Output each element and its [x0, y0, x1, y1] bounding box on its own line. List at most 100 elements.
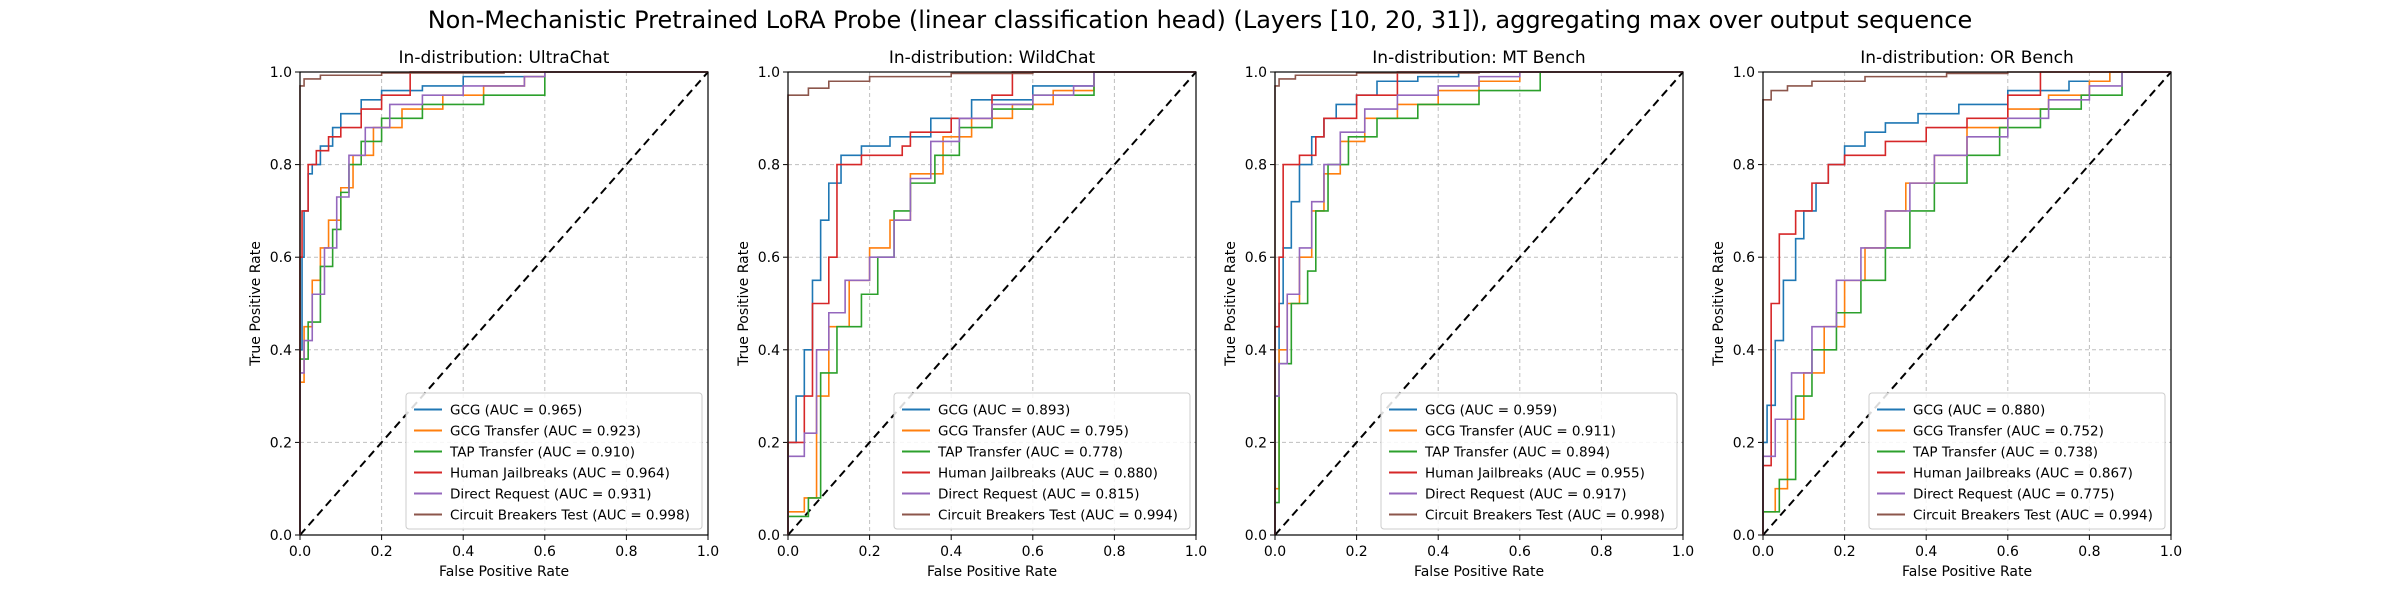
legend-entry: Direct Request (AUC = 0.815) [938, 487, 1139, 503]
y-tick-label: 0.2 [1733, 435, 1755, 451]
legend-entry: Circuit Breakers Test (AUC = 0.998) [450, 508, 690, 524]
legend-entry: GCG Transfer (AUC = 0.923) [450, 424, 641, 440]
x-tick-label: 1.0 [1185, 544, 1207, 560]
legend-entry: Direct Request (AUC = 0.917) [1425, 487, 1626, 503]
roc-panel-1: 0.00.0 0.2 0.2 0.4 0.4 0.6 0.6 0.8 0.8 1.0 1.0 In-d… [248, 48, 719, 580]
chance-diagonal [787, 71, 1197, 536]
legend-entry: Direct Request (AUC = 0.775) [1913, 487, 2114, 503]
roc-panel-3: 0.00.0 0.2 0.2 0.4 0.4 0.6 0.6 0.8 0.8 1.0 1.0 In-d… [1223, 48, 1694, 580]
x-tick-label: 0.8 [1590, 544, 1612, 560]
y-tick-label: 0.8 [1245, 158, 1267, 174]
x-tick-label: 0.4 [1427, 544, 1449, 560]
legend-entry: GCG Transfer (AUC = 0.911) [1425, 424, 1616, 440]
x-axis-label: False Positive Rate [1902, 564, 2032, 580]
x-tick-label: 0.2 [858, 544, 880, 560]
x-tick-label: 1.0 [697, 544, 719, 560]
chance-diagonal [1762, 71, 2172, 536]
y-tick-label: 0.6 [758, 250, 780, 266]
roc-curve-6 [1762, 71, 2171, 535]
panel-title: In-distribution: WildChat [889, 48, 1096, 68]
y-tick-label: 0.2 [1245, 435, 1267, 451]
y-tick-label: 0.0 [1733, 528, 1755, 544]
legend-entry: Circuit Breakers Test (AUC = 0.998) [1425, 508, 1665, 524]
y-tick-label: 0.8 [1733, 158, 1755, 174]
roc-curve-2 [787, 71, 1196, 535]
roc-curve-1 [787, 71, 1196, 535]
legend-entry: GCG (AUC = 0.880) [1913, 403, 2045, 419]
roc-curve-5 [1762, 71, 2171, 535]
figure-title: Non-Mechanistic Pretrained LoRA Probe (l… [427, 6, 1973, 34]
roc-curve-6 [787, 71, 1196, 535]
x-tick-label: 0.0 [1264, 544, 1286, 560]
y-tick-label: 1.0 [1733, 65, 1755, 81]
x-tick-label: 0.8 [2078, 544, 2100, 560]
roc-panel-4: 0.00.0 0.2 0.2 0.4 0.4 0.6 0.6 0.8 0.8 1.0 1.0 In-d… [1711, 48, 2182, 580]
legend-entry: GCG Transfer (AUC = 0.752) [1913, 424, 2104, 440]
x-tick-label: 0.6 [1509, 544, 1531, 560]
legend-box [893, 392, 1191, 530]
chance-diagonal [299, 71, 709, 536]
y-tick-label: 0.6 [1733, 250, 1755, 266]
legend-entry: Human Jailbreaks (AUC = 0.964) [450, 466, 670, 482]
y-axis-label: True Positive Rate [248, 241, 264, 367]
x-tick-label: 0.8 [1103, 544, 1125, 560]
legend: GCG (AUC = 0.893) GCG Transfer (AUC = 0.7… [893, 392, 1191, 530]
roc-curve-6 [1274, 71, 1683, 535]
roc-curve-5 [1274, 71, 1683, 535]
x-tick-label: 0.8 [615, 544, 637, 560]
legend-entry: TAP Transfer (AUC = 0.778) [937, 445, 1123, 461]
x-tick-label: 0.2 [1345, 544, 1367, 560]
y-tick-label: 1.0 [1245, 65, 1267, 81]
y-tick-label: 0.2 [270, 435, 292, 451]
legend-box [1380, 392, 1678, 530]
x-axis-label: False Positive Rate [927, 564, 1057, 580]
y-axis-label: True Positive Rate [736, 241, 752, 367]
y-tick-label: 0.4 [1245, 343, 1267, 359]
axes-frame [1274, 71, 1684, 536]
x-tick-label: 0.2 [370, 544, 392, 560]
legend-entry: Human Jailbreaks (AUC = 0.880) [938, 466, 1158, 482]
x-tick-label: 1.0 [1672, 544, 1694, 560]
chance-diagonal [1274, 71, 1684, 536]
x-tick-label: 0.4 [1915, 544, 1937, 560]
y-tick-label: 0.8 [758, 158, 780, 174]
legend-box [1868, 392, 2166, 530]
roc-curve-3 [299, 71, 708, 535]
axes-frame [299, 71, 709, 536]
legend-entry: Circuit Breakers Test (AUC = 0.994) [1913, 508, 2153, 524]
legend-entry: GCG Transfer (AUC = 0.795) [938, 424, 1129, 440]
y-tick-label: 0.6 [1245, 250, 1267, 266]
y-axis-label: True Positive Rate [1223, 241, 1239, 367]
legend-entry: TAP Transfer (AUC = 0.894) [1424, 445, 1610, 461]
legend: GCG (AUC = 0.880) GCG Transfer (AUC = 0.7… [1868, 392, 2166, 530]
y-tick-label: 0.2 [758, 435, 780, 451]
legend-entry: Human Jailbreaks (AUC = 0.867) [1913, 466, 2133, 482]
legend-entry: GCG (AUC = 0.965) [450, 403, 582, 419]
x-axis-label: False Positive Rate [439, 564, 569, 580]
y-tick-label: 0.6 [270, 250, 292, 266]
x-tick-label: 1.0 [2160, 544, 2182, 560]
y-tick-label: 0.4 [758, 343, 780, 359]
legend-box [405, 392, 703, 530]
y-tick-label: 0.8 [270, 158, 292, 174]
roc-curve-3 [1762, 71, 2171, 535]
y-tick-label: 0.4 [1733, 343, 1755, 359]
x-tick-label: 0.6 [1022, 544, 1044, 560]
y-tick-label: 0.0 [758, 528, 780, 544]
roc-curve-5 [299, 71, 708, 535]
x-tick-label: 0.6 [534, 544, 556, 560]
x-tick-label: 0.6 [1997, 544, 2019, 560]
axes-frame [1762, 71, 2172, 536]
roc-curve-5 [787, 71, 1196, 535]
y-tick-label: 1.0 [758, 65, 780, 81]
panel-title: In-distribution: UltraChat [399, 48, 610, 68]
roc-curve-6 [299, 71, 708, 535]
legend-entry: Direct Request (AUC = 0.931) [450, 487, 651, 503]
legend: GCG (AUC = 0.959) GCG Transfer (AUC = 0.9… [1380, 392, 1678, 530]
y-axis-label: True Positive Rate [1711, 241, 1727, 367]
roc-panel-2: 0.00.0 0.2 0.2 0.4 0.4 0.6 0.6 0.8 0.8 1.0 1.0 In-d… [736, 48, 1207, 580]
y-tick-label: 0.0 [1245, 528, 1267, 544]
legend-entry: Circuit Breakers Test (AUC = 0.994) [938, 508, 1178, 524]
panel-title: In-distribution: OR Bench [1860, 48, 2074, 68]
